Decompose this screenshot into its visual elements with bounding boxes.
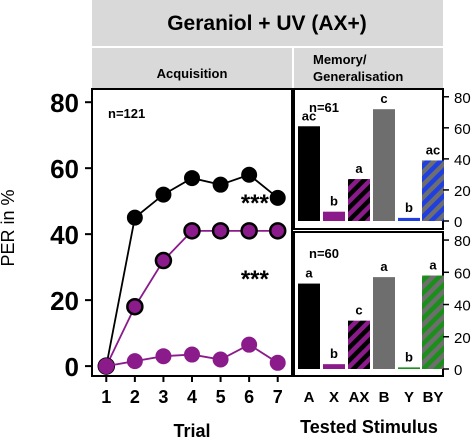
significance-annotation: *** [241,190,270,217]
chart-title: Geraniol + UV (AX+) [167,12,367,35]
series-3-point [212,351,229,368]
series-3-point [241,336,258,353]
series-3-point [269,354,286,371]
series-1-point [126,209,143,226]
right-y-tick-label: 20 [454,330,471,347]
right-y-tick-label: 80 [454,90,471,107]
series-2-point [211,222,230,240]
right-y-tick-label: 60 [454,121,471,138]
series-2-point [268,222,287,240]
right-y-tick-label: 20 [454,183,471,200]
memory-strip-label-line2: Generalisation [313,69,403,84]
bar-top-BY [422,160,444,221]
bar-category-label: AX [349,389,370,406]
bar-top-AX [348,179,370,221]
series-1-point [184,170,200,187]
series-1-point [212,176,229,193]
series-3-point [184,346,200,363]
memory-strip [294,48,443,88]
bar-category-label: A [304,389,315,406]
bar-top-A [298,126,320,221]
right-y-tick-label: 0 [454,214,462,231]
x-tick-label: 7 [273,387,283,407]
bar-category-label: Y [404,389,414,406]
bar-top-Y [398,217,420,221]
bar-top-X [323,211,345,221]
bar-bottom-letter: a [305,266,313,281]
bar-bottom-letter: b [330,346,338,361]
bar-bottom-BY [422,275,444,369]
bar-bottom-Y [398,367,420,369]
bar-top-letter: a [355,161,363,176]
bar-top-letter: b [330,194,338,209]
significance-annotation: *** [241,266,270,293]
x-tick-label: 3 [158,387,168,407]
series-3-point [155,348,172,365]
title-strip [92,0,443,46]
bar-category-label: B [379,389,390,406]
y-tick-label: 40 [50,220,79,250]
x-tick-label: 2 [130,387,140,407]
bar-bottom-letter: a [380,259,388,274]
right-y-tick-label: 60 [454,265,471,282]
bar-bottom-letter: a [429,258,437,273]
series-2-point [183,222,201,240]
x-axis-title: Trial [173,421,210,440]
acquisition-strip [92,48,292,88]
acquisition-strip-label: Acquisition [157,66,228,81]
right-y-tick-label: 40 [454,298,471,315]
series-2-point [126,297,144,316]
bar-bottom-A [298,283,320,369]
bar-top-letter: c [380,91,387,106]
memory-bottom-n-label: n=60 [309,246,339,261]
bar-bottom-letter: b [405,349,413,364]
x-tick-label: 5 [216,387,226,407]
bar-bottom-letter: c [355,303,362,318]
series-1-point [155,186,172,203]
bar-bottom-X [323,364,345,369]
right-y-tick-label: 40 [454,152,471,169]
bar-category-label: BY [423,389,444,406]
series-1-point [241,166,258,183]
x-tick-label: 6 [244,387,254,407]
acquisition-n-label: n=121 [108,106,145,121]
y-tick-label: 0 [65,352,79,382]
y-tick-label: 20 [50,286,79,316]
series-3-point [98,358,115,375]
bar-top-B [373,109,395,221]
bar-category-label: X [329,389,339,406]
series-2-point [154,251,173,270]
series-3-point [126,353,143,370]
bar-top-letter: b [405,200,413,215]
right-y-tick-label: 80 [454,233,471,250]
series-1-point [269,189,286,206]
series-2-point [240,222,258,240]
memory-top-n-label: n=61 [309,100,339,115]
x-tick-label: 4 [187,387,197,407]
bar-x-axis-title: Tested Stimulus [300,417,438,437]
right-y-tick-label: 0 [454,362,462,379]
bar-top-letter: ac [426,142,440,157]
x-tick-label: 1 [101,387,111,407]
y-axis-title: PER in % [0,189,18,266]
memory-strip-label-line1: Memory/ [313,52,367,67]
y-tick-label: 80 [50,88,79,118]
bar-bottom-B [373,277,395,369]
bar-top-letter: ac [302,108,316,123]
y-tick-label: 60 [50,154,79,184]
bar-bottom-AX [348,320,370,369]
